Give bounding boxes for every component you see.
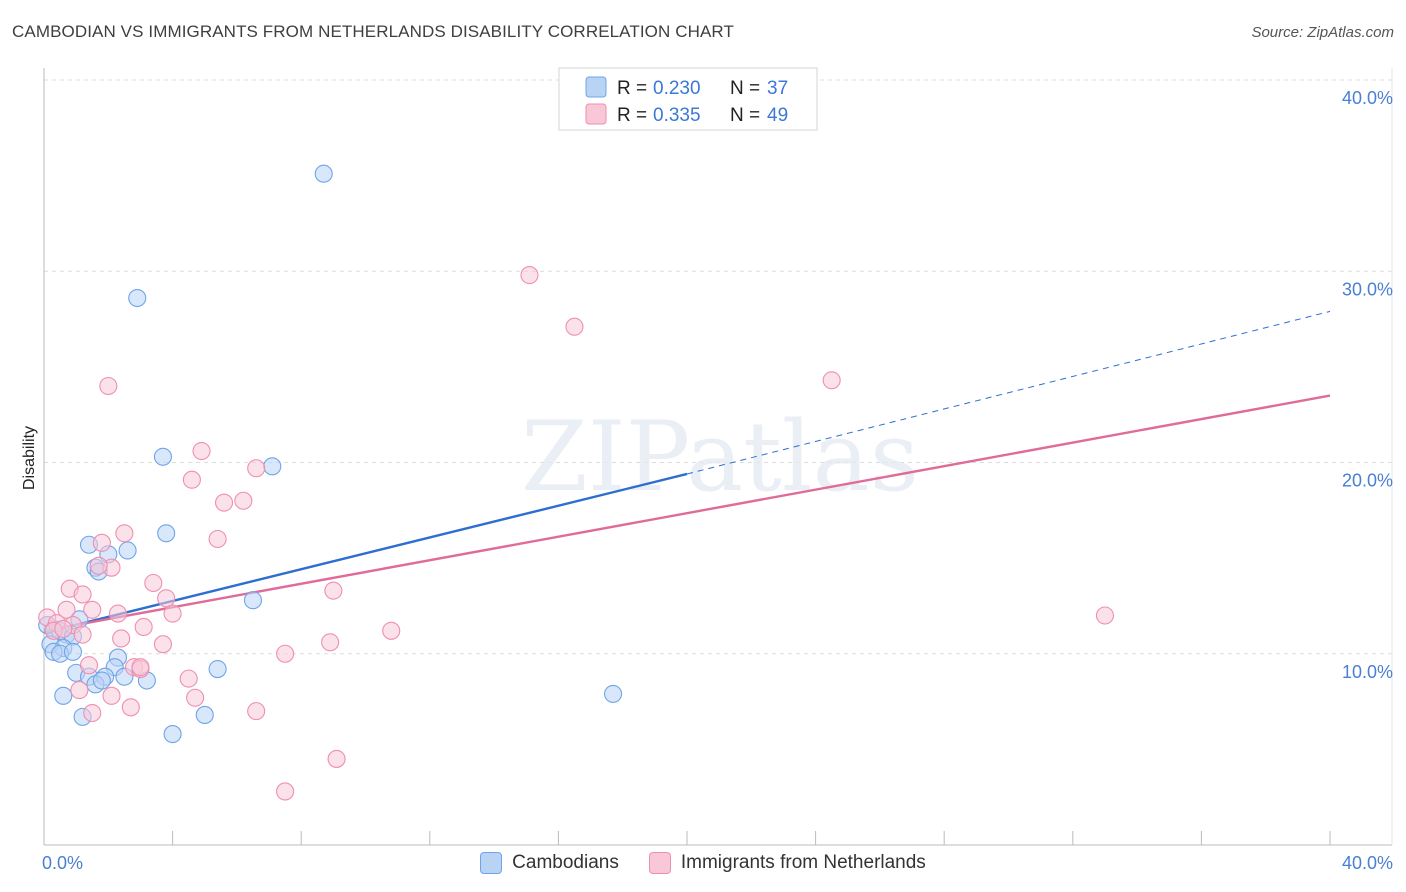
x-tick-label-1: 40.0% xyxy=(1342,853,1393,873)
point-s0-6 xyxy=(118,541,137,560)
point-s1-24 xyxy=(1095,606,1114,625)
y-tick-label-1: 20.0% xyxy=(1342,471,1393,491)
y-tick-label-2: 30.0% xyxy=(1342,279,1393,299)
stats-n-label-0: N = xyxy=(730,78,760,99)
point-s1-18 xyxy=(157,589,176,608)
stats-n-value-0: 37 xyxy=(767,78,788,99)
point-s1-19 xyxy=(57,600,76,619)
point-s1-39 xyxy=(70,681,89,700)
point-s1-0 xyxy=(520,266,539,285)
data-points xyxy=(38,164,1114,801)
point-s1-8 xyxy=(214,493,234,512)
legend-label-cambodians: Cambodians xyxy=(512,852,619,873)
stats-r-label-0: R = xyxy=(617,78,647,99)
point-s1-42 xyxy=(83,703,102,723)
stats-n-label-1: N = xyxy=(730,105,760,126)
gridlines xyxy=(44,79,1392,655)
point-s1-32 xyxy=(321,633,340,652)
trendline-1 xyxy=(43,394,1331,632)
stats-swatch-1 xyxy=(585,103,607,125)
point-s1-2 xyxy=(822,371,841,390)
trendlines xyxy=(43,310,1331,634)
point-s1-14 xyxy=(144,573,163,593)
trendline-0 xyxy=(43,472,688,634)
legend-label-netherlands: Immigrants from Netherlands xyxy=(680,852,926,873)
point-s1-17 xyxy=(73,585,92,604)
point-s1-4 xyxy=(192,441,211,461)
point-s1-43 xyxy=(121,698,140,717)
point-s1-20 xyxy=(83,600,102,619)
point-s1-41 xyxy=(186,688,205,707)
point-s1-21 xyxy=(108,604,127,623)
point-s1-31 xyxy=(112,629,131,648)
x-tick-label-0: 0.0% xyxy=(42,853,83,873)
stats-legend: R = 0.230 N = 37 R = 0.335 N = 49 xyxy=(558,67,818,131)
point-s1-48 xyxy=(54,619,73,638)
point-s1-33 xyxy=(153,635,173,654)
legend-item-netherlands: Immigrants from Netherlands xyxy=(648,852,926,874)
point-s1-16 xyxy=(324,581,343,600)
point-s0-10 xyxy=(243,591,263,610)
point-s1-38 xyxy=(179,669,198,688)
tick-labels: 10.0% 20.0% 30.0% 40.0% 0.0% 40.0% xyxy=(42,88,1393,873)
point-s1-6 xyxy=(182,470,201,489)
point-s0-31 xyxy=(604,684,623,703)
point-s1-34 xyxy=(276,644,295,663)
point-s1-9 xyxy=(115,524,134,543)
watermark: ZIPatlas xyxy=(521,401,919,513)
point-s0-23 xyxy=(208,659,227,679)
stats-n-value-1: 49 xyxy=(767,105,788,126)
source-label: Source: ZipAtlas.com xyxy=(1251,24,1394,41)
point-s1-13 xyxy=(89,556,108,575)
point-s0-30 xyxy=(54,686,73,705)
point-s1-1 xyxy=(565,317,584,336)
point-s1-7 xyxy=(234,491,253,510)
point-s1-46 xyxy=(276,782,295,801)
point-s1-40 xyxy=(102,686,121,705)
legend-item-cambodians: Cambodians xyxy=(480,852,619,874)
axes xyxy=(43,68,1393,846)
point-s0-20 xyxy=(63,642,82,661)
point-s1-10 xyxy=(92,533,111,552)
point-s1-45 xyxy=(327,749,346,768)
point-s1-22 xyxy=(163,604,182,623)
point-s1-35 xyxy=(79,656,99,675)
point-s1-28 xyxy=(382,621,401,640)
point-s0-4 xyxy=(157,524,176,543)
stats-r-value-0: 0.230 xyxy=(653,78,701,99)
point-s0-33 xyxy=(195,705,214,725)
stats-r-label-1: R = xyxy=(617,105,647,126)
point-s0-0 xyxy=(314,164,333,183)
point-s0-3 xyxy=(263,457,282,476)
point-s1-30 xyxy=(73,625,92,644)
stats-swatch-0 xyxy=(585,76,607,98)
y-axis-label: Disability xyxy=(21,426,38,490)
point-s0-1 xyxy=(128,288,147,308)
legend-swatch-cambodians xyxy=(480,852,503,874)
y-tick-label-3: 40.0% xyxy=(1342,88,1393,108)
point-s1-47 xyxy=(131,658,150,677)
stats-r-value-1: 0.335 xyxy=(653,105,701,126)
series-legend: Cambodians Immigrants from Netherlands xyxy=(0,852,1406,874)
point-s1-3 xyxy=(99,376,118,396)
point-s1-44 xyxy=(247,702,266,721)
point-s0-2 xyxy=(153,447,173,466)
y-tick-label-0: 10.0% xyxy=(1342,662,1393,682)
point-s0-36 xyxy=(92,671,111,690)
trendline-ext-0 xyxy=(686,310,1331,475)
point-s1-5 xyxy=(247,459,266,478)
point-s1-27 xyxy=(134,617,153,637)
point-s1-11 xyxy=(208,529,227,549)
chart-title: CAMBODIAN VS IMMIGRANTS FROM NETHERLANDS… xyxy=(12,22,734,41)
legend-swatch-netherlands xyxy=(648,852,671,874)
point-s0-34 xyxy=(163,725,182,744)
